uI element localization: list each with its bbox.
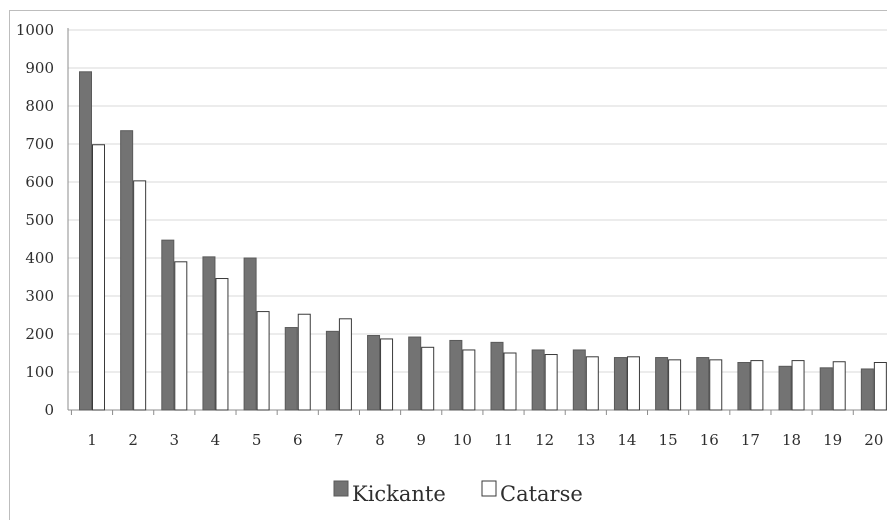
chart-frame bbox=[9, 10, 887, 520]
bar-kickante-6 bbox=[284, 327, 298, 411]
bar-kickante-12 bbox=[531, 349, 545, 411]
bar-catarse-5 bbox=[256, 311, 270, 411]
bar-catarse-4 bbox=[215, 278, 229, 411]
y-tick-label-900: 900 bbox=[25, 59, 54, 77]
x-tick-label-13: 13 bbox=[576, 431, 595, 449]
y-tick-label-800: 800 bbox=[25, 97, 54, 115]
legend-swatch-kickante bbox=[333, 480, 349, 497]
x-tick-label-10: 10 bbox=[453, 431, 472, 449]
y-tick-label-500: 500 bbox=[25, 211, 54, 229]
bar-kickante-7 bbox=[325, 330, 339, 411]
y-tick-label-300: 300 bbox=[25, 287, 54, 305]
x-tick-label-11: 11 bbox=[494, 431, 513, 449]
x-tick-label-5: 5 bbox=[252, 431, 262, 449]
x-tick-label-2: 2 bbox=[128, 431, 138, 449]
y-tick-label-400: 400 bbox=[25, 249, 54, 267]
bar-catarse-17 bbox=[750, 360, 764, 411]
legend-label-catarse: Catarse bbox=[500, 482, 583, 506]
x-tick-label-15: 15 bbox=[659, 431, 678, 449]
bar-catarse-10 bbox=[462, 349, 476, 411]
bar-catarse-16 bbox=[709, 359, 723, 411]
bar-catarse-8 bbox=[380, 338, 394, 411]
bar-kickante-19 bbox=[819, 367, 833, 411]
legend-swatch-catarse bbox=[481, 480, 497, 497]
bar-catarse-12 bbox=[544, 354, 558, 411]
bar-kickante-8 bbox=[367, 335, 381, 411]
x-tick-label-8: 8 bbox=[375, 431, 385, 449]
bar-kickante-15 bbox=[655, 357, 669, 411]
bar-catarse-14 bbox=[626, 356, 640, 411]
bar-kickante-16 bbox=[696, 357, 710, 411]
axes bbox=[67, 28, 887, 415]
bars bbox=[79, 71, 887, 411]
bar-catarse-9 bbox=[421, 346, 435, 411]
bar-kickante-14 bbox=[613, 357, 627, 411]
bar-kickante-17 bbox=[737, 362, 751, 411]
y-tick-label-100: 100 bbox=[25, 363, 54, 381]
bar-kickante-10 bbox=[449, 339, 463, 411]
bar-kickante-9 bbox=[408, 336, 422, 411]
bar-kickante-13 bbox=[572, 349, 586, 411]
legend: Kickante Catarse bbox=[333, 480, 583, 506]
bar-catarse-1 bbox=[92, 144, 105, 411]
y-tick-label-600: 600 bbox=[25, 173, 54, 191]
x-tick-label-20: 20 bbox=[864, 431, 883, 449]
bar-catarse-3 bbox=[174, 261, 188, 411]
bar-catarse-7 bbox=[338, 318, 352, 411]
x-tick-label-18: 18 bbox=[782, 431, 801, 449]
y-axis-tick-labels: 0 100 200 300 400 500 600 700 800 900 1000 bbox=[16, 21, 54, 419]
x-tick-label-1: 1 bbox=[87, 431, 97, 449]
x-tick-label-12: 12 bbox=[535, 431, 554, 449]
bar-catarse-11 bbox=[503, 352, 517, 411]
bar-catarse-15 bbox=[668, 359, 682, 411]
x-tick-label-3: 3 bbox=[170, 431, 180, 449]
x-tick-label-14: 14 bbox=[617, 431, 636, 449]
bar-kickante-5 bbox=[243, 257, 257, 411]
x-tick-label-19: 19 bbox=[823, 431, 842, 449]
bar-kickante-18 bbox=[778, 365, 792, 411]
bar-catarse-2 bbox=[133, 180, 147, 411]
bar-catarse-19 bbox=[832, 361, 846, 411]
bar-kickante-11 bbox=[490, 341, 504, 411]
bar-kickante-1 bbox=[79, 71, 92, 411]
bar-catarse-20 bbox=[873, 362, 887, 411]
bar-catarse-18 bbox=[791, 360, 805, 411]
bar-catarse-6 bbox=[297, 313, 311, 411]
x-tick-label-7: 7 bbox=[334, 431, 344, 449]
y-tick-label-200: 200 bbox=[25, 325, 54, 343]
bar-kickante-2 bbox=[120, 130, 134, 411]
gridlines bbox=[68, 29, 887, 373]
y-tick-label-700: 700 bbox=[25, 135, 54, 153]
y-tick-label-1000: 1000 bbox=[16, 21, 54, 39]
bar-kickante-3 bbox=[161, 239, 175, 411]
x-tick-label-16: 16 bbox=[700, 431, 719, 449]
x-tick-label-6: 6 bbox=[293, 431, 303, 449]
x-axis-tick-labels: 1 2 3 4 5 6 7 8 9 10 11 12 13 14 15 16 17 18 19 20 bbox=[87, 431, 883, 449]
bar-kickante-20 bbox=[860, 368, 874, 411]
x-tick-label-17: 17 bbox=[741, 431, 760, 449]
x-tick-label-9: 9 bbox=[416, 431, 426, 449]
y-tick-label-0: 0 bbox=[44, 401, 54, 419]
bar-kickante-4 bbox=[202, 256, 216, 411]
x-tick-label-4: 4 bbox=[211, 431, 221, 449]
legend-label-kickante: Kickante bbox=[352, 482, 446, 506]
bar-catarse-13 bbox=[585, 356, 599, 411]
